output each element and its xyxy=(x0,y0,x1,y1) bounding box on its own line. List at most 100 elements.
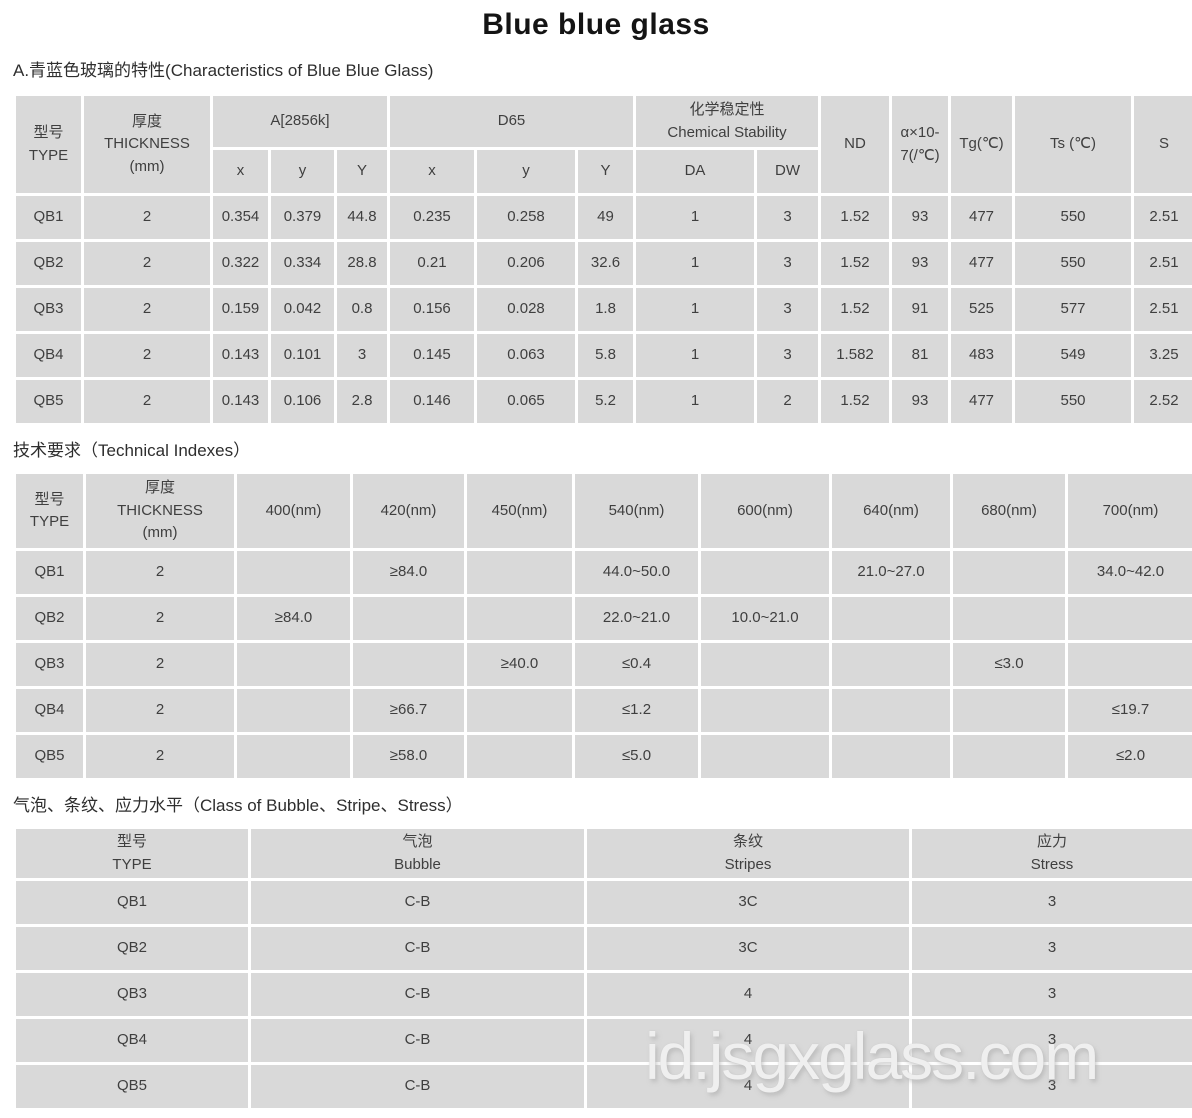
table-row: QB2 C-B 3C 3 xyxy=(16,927,1192,970)
data-cell: 4 xyxy=(587,1065,909,1108)
data-cell xyxy=(467,551,572,594)
data-cell: 44.0~50.0 xyxy=(575,551,698,594)
col-header-type: 型号 TYPE xyxy=(16,96,81,193)
data-cell xyxy=(467,735,572,778)
data-cell xyxy=(1068,597,1192,640)
data-cell: 0.143 xyxy=(213,380,268,423)
data-cell: 44.8 xyxy=(337,196,387,239)
data-cell: 2 xyxy=(86,643,234,686)
col-header-640nm: 640(nm) xyxy=(832,474,950,548)
characteristics-section-heading: A.青蓝色玻璃的特性(Characteristics of Blue Blue … xyxy=(13,61,434,80)
table-row: QB4 2 0.143 0.101 3 0.145 0.063 5.8 1 3 1.582 81 483… xyxy=(16,334,1192,377)
data-cell: 2.51 xyxy=(1134,196,1192,239)
data-cell: 550 xyxy=(1015,380,1131,423)
bubble-stripe-stress-table: 型号 TYPE 气泡 Bubble 条纹 Stripes 应力 Stress Q… xyxy=(13,826,1192,1111)
data-cell: 1 xyxy=(636,380,754,423)
table-row: QB3 2 0.159 0.042 0.8 0.156 0.028 1.8 1 3 1.52 91 52… xyxy=(16,288,1192,331)
data-cell: 550 xyxy=(1015,196,1131,239)
data-cell: C-B xyxy=(251,927,584,970)
row-type-cell: QB3 xyxy=(16,643,83,686)
col-header-d65-x: x xyxy=(390,150,474,193)
data-cell: 1 xyxy=(636,334,754,377)
data-cell xyxy=(353,597,464,640)
data-cell: 3 xyxy=(757,334,818,377)
col-header-450nm: 450(nm) xyxy=(467,474,572,548)
col-header-nd: ND xyxy=(821,96,889,193)
page-title: Blue blue glass xyxy=(482,8,710,41)
data-cell: 2 xyxy=(84,380,210,423)
data-cell: 1.52 xyxy=(821,380,889,423)
data-cell: 4 xyxy=(587,1019,909,1062)
row-type-cell: QB2 xyxy=(16,927,248,970)
data-cell: 1.52 xyxy=(821,196,889,239)
header-row-1: 型号 TYPE 厚度 THICKNESS (mm) A[2856k] D65 化… xyxy=(16,96,1192,193)
col-header-a-x: x xyxy=(213,150,268,193)
col-header-a-y: y xyxy=(271,150,334,193)
data-cell: 0.334 xyxy=(271,242,334,285)
data-cell: 0.21 xyxy=(390,242,474,285)
header-row: 型号 TYPE 厚度 THICKNESS (mm) 400(nm) 420(nm… xyxy=(16,474,1192,548)
col-header-thickness: 厚度 THICKNESS (mm) xyxy=(84,96,210,193)
data-cell xyxy=(832,735,950,778)
data-cell: 3 xyxy=(912,1019,1192,1062)
table-row: QB4 2 ≥66.7 ≤1.2 ≤19.7 xyxy=(16,689,1192,732)
data-cell: ≤0.4 xyxy=(575,643,698,686)
technical-table-body: QB1 2 ≥84.0 44.0~50.0 21.0~27.0 34.0~42.0 QB2 2… xyxy=(16,551,1192,778)
table-row: QB2 2 ≥84.0 22.0~21.0 10.0~21.0 xyxy=(16,597,1192,640)
table-row: QB1 2 0.354 0.379 44.8 0.235 0.258 49 1 3 1.52 93 47… xyxy=(16,196,1192,239)
data-cell: ≤19.7 xyxy=(1068,689,1192,732)
data-cell: 3C xyxy=(587,927,909,970)
row-type-cell: QB4 xyxy=(16,689,83,732)
row-type-cell: QB1 xyxy=(16,881,248,924)
data-cell: 0.101 xyxy=(271,334,334,377)
data-cell: 1.52 xyxy=(821,288,889,331)
data-cell xyxy=(953,597,1065,640)
data-cell xyxy=(237,643,350,686)
data-cell xyxy=(953,551,1065,594)
row-type-cell: QB3 xyxy=(16,973,248,1016)
data-cell: 32.6 xyxy=(578,242,633,285)
characteristics-table: 型号 TYPE 厚度 THICKNESS (mm) A[2856k] D65 化… xyxy=(13,93,1192,426)
col-header-d65: D65 xyxy=(390,96,633,147)
data-cell: 3 xyxy=(757,196,818,239)
bubble-section-heading: 气泡、条纹、应力水平（Class of Bubble、Stripe、Stress… xyxy=(13,796,463,815)
data-cell: 0.042 xyxy=(271,288,334,331)
data-cell xyxy=(953,689,1065,732)
row-type-cell: QB1 xyxy=(16,196,81,239)
data-cell: 22.0~21.0 xyxy=(575,597,698,640)
row-type-cell: QB2 xyxy=(16,597,83,640)
row-type-cell: QB5 xyxy=(16,735,83,778)
data-cell: 550 xyxy=(1015,242,1131,285)
col-header-d65-y: y xyxy=(477,150,575,193)
data-cell: 2.51 xyxy=(1134,288,1192,331)
col-header-bubble: 气泡 Bubble xyxy=(251,829,584,878)
col-header-s: S xyxy=(1134,96,1192,193)
col-header-540nm: 540(nm) xyxy=(575,474,698,548)
data-cell: 2 xyxy=(86,597,234,640)
data-cell: 0.8 xyxy=(337,288,387,331)
data-cell: 477 xyxy=(951,380,1012,423)
data-cell: 3.25 xyxy=(1134,334,1192,377)
col-header-chemical-stability: 化学稳定性 Chemical Stability xyxy=(636,96,818,147)
row-type-cell: QB5 xyxy=(16,1065,248,1108)
data-cell: 2.51 xyxy=(1134,242,1192,285)
data-cell: 1 xyxy=(636,196,754,239)
data-cell: 1.52 xyxy=(821,242,889,285)
data-cell xyxy=(953,735,1065,778)
data-cell: 81 xyxy=(892,334,948,377)
data-cell: ≥58.0 xyxy=(353,735,464,778)
data-cell: 2 xyxy=(84,288,210,331)
table-row: QB5 2 0.143 0.106 2.8 0.146 0.065 5.2 1 2 1.52 93 47… xyxy=(16,380,1192,423)
data-cell: 5.2 xyxy=(578,380,633,423)
data-cell: 0.063 xyxy=(477,334,575,377)
table-row: QB1 2 ≥84.0 44.0~50.0 21.0~27.0 34.0~42.0 xyxy=(16,551,1192,594)
data-cell: C-B xyxy=(251,1019,584,1062)
data-cell: 34.0~42.0 xyxy=(1068,551,1192,594)
col-header-thickness: 厚度 THICKNESS (mm) xyxy=(86,474,234,548)
col-header-a-Y: Y xyxy=(337,150,387,193)
data-cell: 93 xyxy=(892,196,948,239)
data-cell xyxy=(1068,643,1192,686)
data-cell: 2 xyxy=(84,196,210,239)
col-header-type: 型号 TYPE xyxy=(16,474,83,548)
